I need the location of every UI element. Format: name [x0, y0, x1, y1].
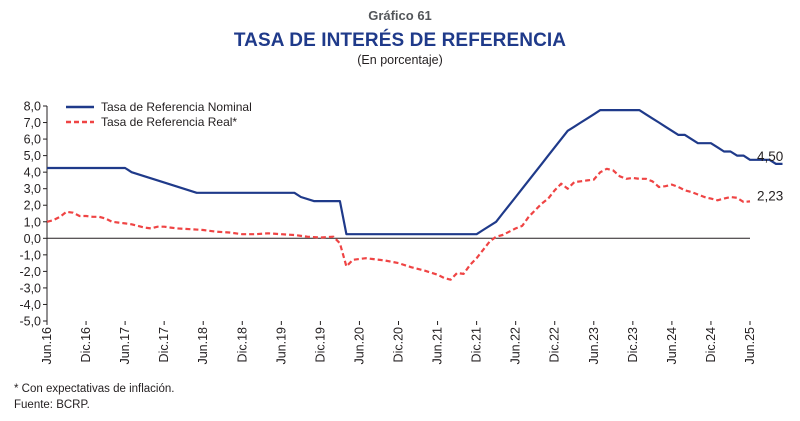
y-tick-label: 2,0: [24, 199, 41, 213]
x-tick-label: Jun.24: [665, 327, 679, 365]
x-tick-label: Dic.22: [548, 327, 562, 362]
figure-number: Gráfico 61: [368, 8, 432, 23]
x-tick-label: Dic.24: [704, 327, 718, 362]
x-tick-label: Dic.17: [157, 327, 171, 362]
x-tick-label: Dic.19: [313, 327, 327, 362]
y-tick-label: -4,0: [19, 298, 41, 312]
footnote-note: * Con expectativas de inflación.: [14, 383, 175, 395]
x-tick-label: Jun.20: [352, 327, 366, 365]
y-axis: 8,0 7,0 6,0 5,0 4,0 3,0 2,0 1,0 0,0 -1,0 -2,0 -3,0 -…: [19, 100, 47, 329]
y-tick-label: 0,0: [24, 232, 41, 246]
x-tick-label: Dic.21: [470, 327, 484, 362]
y-tick-label: -5,0: [19, 315, 41, 329]
x-tick-label: Dic.20: [392, 327, 406, 362]
y-tick-label: -3,0: [19, 281, 41, 295]
y-tick-label: 1,0: [24, 215, 41, 229]
y-tick-label: 3,0: [24, 182, 41, 196]
x-tick-label: Jun.16: [40, 327, 54, 365]
x-tick-label: Dic.23: [626, 327, 640, 362]
chart-subtitle: (En porcentaje): [357, 53, 443, 67]
series-end-label: 2,23: [757, 188, 783, 203]
y-tick-label: 8,0: [24, 100, 41, 114]
y-tick-label: -1,0: [19, 248, 41, 262]
x-tick-label: Jun.17: [118, 327, 132, 365]
x-tick-label: Jun.21: [431, 327, 445, 365]
legend-label: Tasa de Referencia Real*: [101, 115, 237, 129]
x-tick-label: Dic.16: [79, 327, 93, 362]
series-real-line: [46, 167, 751, 281]
y-tick-label: 6,0: [24, 133, 41, 147]
x-tick-label: Jun.23: [587, 327, 601, 365]
x-tick-label: Dic.18: [235, 327, 249, 362]
y-tick-label: -2,0: [19, 265, 41, 279]
footnote-source: Fuente: BCRP.: [14, 399, 90, 411]
chart-title: TASA DE INTERÉS DE REFERENCIA: [233, 30, 567, 51]
y-tick-label: 5,0: [24, 149, 41, 163]
y-tick-label: 4,0: [24, 166, 41, 180]
series-nominal-line: [47, 108, 783, 236]
x-tick-label: Jun.18: [196, 327, 210, 365]
x-axis: Jun.16 Dic.16 Jun.17 Dic.17 Jun.18 Dic.18 Jun.…: [40, 321, 757, 365]
x-tick-label: Jun.25: [743, 327, 757, 365]
series-end-label: 4,50: [757, 149, 783, 164]
x-tick-label: Jun.19: [274, 327, 288, 365]
x-tick-label: Jun.22: [509, 327, 523, 365]
legend-label: Tasa de Referencia Nominal: [101, 100, 252, 114]
y-tick-label: 7,0: [24, 116, 41, 130]
